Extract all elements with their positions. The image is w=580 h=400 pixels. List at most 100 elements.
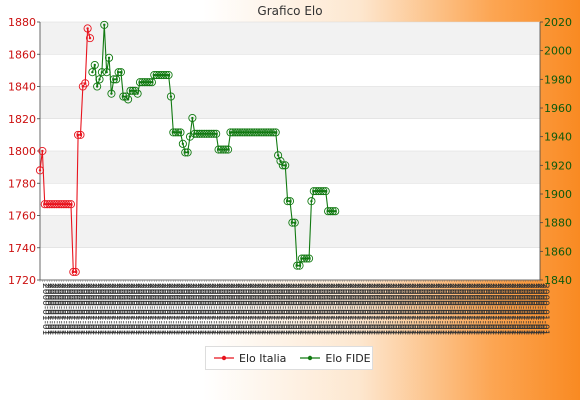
x-tick-label: 2000-01-01 [252,283,262,335]
y-left-tick-label: 1800 [8,145,36,158]
data-point-dot [284,164,287,167]
data-point-dot [205,132,208,135]
x-tick-label: 2000-01-01 [133,283,143,335]
x-tick-label: 2000-01-01 [116,283,126,335]
x-tick-label: 2000-01-01 [150,283,160,335]
y-left-tick-label: 1740 [8,242,36,255]
x-tick-label: 2000-01-01 [311,283,321,335]
data-point-dot [79,133,82,137]
data-point-dot [214,132,218,135]
x-tick-label: 2000-01-01 [102,283,112,335]
x-tick-label: 2000-01-01 [147,283,157,335]
x-tick-label: 2000-01-01 [380,283,390,335]
x-tick-label: 2000-01-01 [426,283,436,335]
x-tick-label: 2000-01-01 [100,283,110,335]
x-tick-label: 2000-01-01 [402,283,412,335]
data-point-dot [167,73,170,77]
x-tick-label: 2000-01-01 [261,283,271,335]
data-point [112,75,121,84]
data-point-dot [255,131,258,134]
x-tick-label: 2000-01-01 [61,283,71,335]
x-tick-label: 2000-01-01 [366,283,376,335]
data-point-dot [334,210,337,213]
data-point-dot [136,92,139,95]
data-point-dot [188,135,192,138]
x-tick-label: 2000-01-01 [126,283,136,335]
x-tick-label: 2000-01-01 [507,283,517,335]
x-tick-label: 2000-01-01 [283,283,293,335]
x-tick-label: 2000-01-01 [464,283,474,335]
data-point-dot [300,257,304,260]
x-tick-label: 2000-01-01 [259,283,269,335]
x-tick-label: 2000-01-01 [71,283,81,335]
x-tick-label: 2000-01-01 [509,283,519,335]
data-point-dot [286,199,289,203]
x-tick-label: 2000-01-01 [497,283,507,335]
data-point-dot [281,164,285,167]
data-point-dot [295,264,299,267]
y-right-tick-label: 1860 [544,245,572,258]
data-point [321,187,330,196]
data-point [271,128,280,137]
x-tick-label: 2000-01-01 [352,283,362,335]
x-tick-label: 2000-01-01 [54,283,64,335]
y-right-tick-label: 1900 [544,188,572,201]
legend-item-elo-fide: Elo FIDE [300,351,371,365]
data-point-dot [174,131,177,134]
x-tick-label: 2000-01-01 [485,283,495,335]
data-point-dot [203,132,206,135]
data-point-dot [74,270,77,274]
legend-swatch-elo-italia-icon [214,355,234,361]
data-point-dot [257,131,261,134]
data-point [124,95,133,104]
x-tick-label: 2000-01-01 [85,283,95,335]
data-point-dot [95,85,99,88]
y-right-tick-label: 1960 [544,102,572,115]
data-point [302,254,311,263]
x-tick-label: 2000-01-01 [423,283,433,335]
data-point-dot [264,131,268,134]
data-point-dot [191,116,194,120]
x-tick-label: 2000-01-01 [138,283,148,335]
legend-label-elo-fide: Elo FIDE [325,351,371,365]
y-right-tick-label: 1920 [544,159,572,172]
x-tick-label: 2000-01-01 [161,283,171,335]
x-tick-label: 2000-01-01 [276,283,286,335]
x-tick-label: 2000-01-01 [157,283,167,335]
data-point-dot [241,131,244,134]
data-point-dot [112,78,116,81]
y-left-tick-label: 1780 [8,177,36,190]
x-tick-label: 2000-01-01 [376,283,386,335]
x-tick-label: 2000-01-01 [200,283,210,335]
x-tick-label: 2000-01-01 [40,283,50,335]
x-tick-label: 2000-01-01 [309,283,319,335]
x-tick-label: 2000-01-01 [538,283,548,335]
data-point-dot [100,70,104,74]
data-point-dot [243,131,246,134]
legend: Elo Italia Elo FIDE [205,346,373,370]
x-tick-label: 2000-01-01 [273,283,283,335]
data-point-dot [250,131,254,134]
x-tick-label: 2000-01-01 [528,283,538,335]
data-point-dot [114,78,118,81]
data-point [295,261,304,270]
data-point [76,130,85,139]
x-tick-label: 2000-01-01 [45,283,55,335]
data-point-dot [164,73,168,77]
x-tick-label: 2000-01-01 [76,283,86,335]
data-point-dot [129,89,132,93]
x-tick-label: 2000-01-01 [226,283,236,335]
x-tick-label: 2000-01-01 [111,283,121,335]
x-tick-label: 2000-01-01 [359,283,369,335]
x-tick-label: 2000-01-01 [369,283,379,335]
x-tick-label: 2000-01-01 [478,283,488,335]
data-point-dot [279,159,282,163]
grid-band [40,151,540,184]
data-point-dot [276,154,280,157]
data-point-dot [105,70,108,74]
x-tick-label: 2000-01-01 [390,283,400,335]
data-point-dot [319,189,323,193]
x-tick-label: 2000-01-01 [461,283,471,335]
x-tick-label: 2000-01-01 [250,283,260,335]
x-tick-label: 2000-01-01 [221,283,231,335]
